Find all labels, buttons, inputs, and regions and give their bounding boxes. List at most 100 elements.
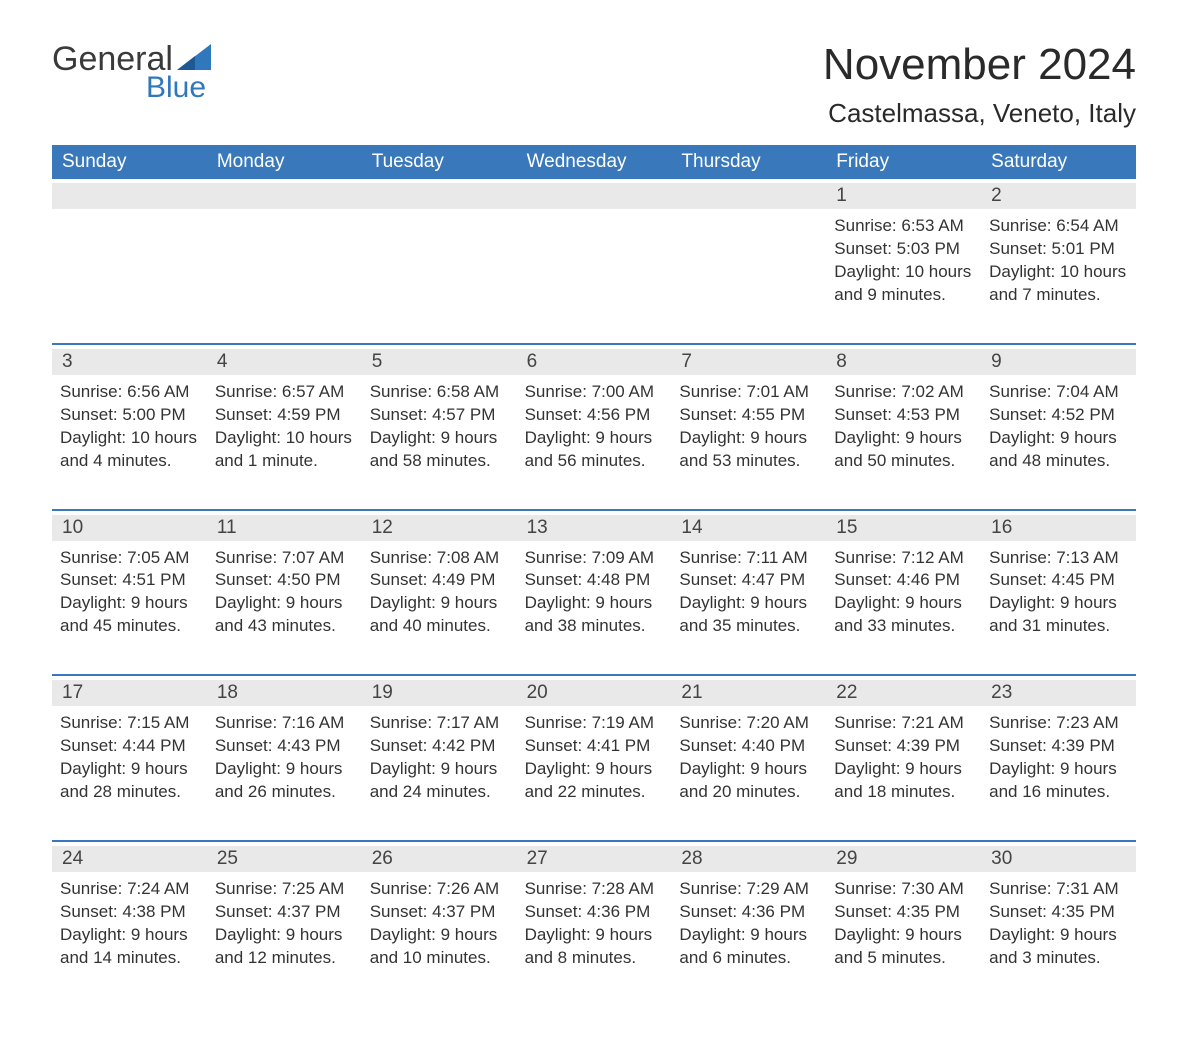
day-number: 23 [981,680,1136,706]
day-number: 5 [362,349,517,375]
daylight-line: and 1 minute. [215,450,354,473]
calendar-cell: 5Sunrise: 6:58 AMSunset: 4:57 PMDaylight… [362,345,517,483]
location-subtitle: Castelmassa, Veneto, Italy [823,98,1136,129]
daylight-line: Daylight: 9 hours [679,427,818,450]
logo-block: General Blue [52,40,211,105]
daylight-line: and 24 minutes. [370,781,509,804]
day-number: 1 [826,183,981,209]
sunset-line: Sunset: 4:38 PM [60,901,199,924]
daylight-line: Daylight: 9 hours [834,758,973,781]
day-number: 2 [981,183,1136,209]
daylight-line: Daylight: 9 hours [989,427,1128,450]
sunset-line: Sunset: 4:46 PM [834,569,973,592]
calendar-cell: 24 Sunrise: 7:24 AMSunset: 4:38 PMDayligh… [52,842,207,980]
calendar-cell [362,179,517,317]
calendar-cell: 28Sunrise: 7:29 AMSunset: 4:36 PMDayligh… [671,842,826,980]
sunset-line: Sunset: 4:57 PM [370,404,509,427]
day-number: 22 [826,680,981,706]
sunset-line: Sunset: 4:53 PM [834,404,973,427]
daylight-line: and 4 minutes. [60,450,199,473]
daylight-line: Daylight: 9 hours [989,758,1128,781]
daylight-line: and 53 minutes. [679,450,818,473]
sunrise-line: Sunrise: 7:29 AM [679,878,818,901]
dayname-thursday: Thursday [671,145,826,179]
calendar-cell: 30Sunrise: 7:31 AMSunset: 4:35 PMDayligh… [981,842,1136,980]
daylight-line: and 26 minutes. [215,781,354,804]
sunset-line: Sunset: 4:44 PM [60,735,199,758]
dayname-saturday: Saturday [981,145,1136,179]
calendar-cell: 19Sunrise: 7:17 AMSunset: 4:42 PMDayligh… [362,676,517,814]
day-number [207,183,362,209]
calendar-cell: 21Sunrise: 7:20 AMSunset: 4:40 PMDayligh… [671,676,826,814]
sunrise-line: Sunrise: 7:02 AM [834,381,973,404]
daylight-line: and 38 minutes. [525,615,664,638]
sunrise-line: Sunrise: 7:26 AM [370,878,509,901]
calendar-cell: 15Sunrise: 7:12 AMSunset: 4:46 PMDayligh… [826,511,981,649]
sunrise-line: Sunrise: 7:25 AM [215,878,354,901]
daylight-line: Daylight: 9 hours [679,758,818,781]
day-number [671,183,826,209]
daylight-line: Daylight: 9 hours [60,924,199,947]
calendar-cell: 18Sunrise: 7:16 AMSunset: 4:43 PMDayligh… [207,676,362,814]
day-number: 20 [517,680,672,706]
daylight-line: Daylight: 9 hours [834,427,973,450]
daylight-line: and 9 minutes. [834,284,973,307]
day-number: 26 [362,846,517,872]
calendar-page: General Blue November 2024 Castelmassa, … [0,0,1188,1040]
sunrise-line: Sunrise: 7:01 AM [679,381,818,404]
daylight-line: Daylight: 9 hours [215,924,354,947]
daylight-line: and 10 minutes. [370,947,509,970]
sunrise-line: Sunrise: 7:23 AM [989,712,1128,735]
sunset-line: Sunset: 4:36 PM [679,901,818,924]
sunrise-line: Sunrise: 7:24 AM [60,878,199,901]
day-number: 6 [517,349,672,375]
daylight-line: Daylight: 9 hours [60,758,199,781]
day-number: 8 [826,349,981,375]
daylight-line: and 58 minutes. [370,450,509,473]
sunset-line: Sunset: 4:39 PM [834,735,973,758]
sunset-line: Sunset: 4:49 PM [370,569,509,592]
daylight-line: and 40 minutes. [370,615,509,638]
sunrise-line: Sunrise: 7:15 AM [60,712,199,735]
daylight-line: and 8 minutes. [525,947,664,970]
daylight-line: Daylight: 10 hours [60,427,199,450]
calendar-cell: 9Sunrise: 7:04 AMSunset: 4:52 PMDaylight… [981,345,1136,483]
day-number: 17 [52,680,207,706]
daylight-line: Daylight: 9 hours [215,592,354,615]
day-number: 10 [52,515,207,541]
sunset-line: Sunset: 5:01 PM [989,238,1128,261]
daylight-line: and 31 minutes. [989,615,1128,638]
header-row: General Blue November 2024 Castelmassa, … [52,40,1136,141]
daylight-line: Daylight: 10 hours [989,261,1128,284]
sunrise-line: Sunrise: 7:20 AM [679,712,818,735]
day-number: 3 [52,349,207,375]
calendar-week: 24Sunrise: 7:24 AMSunset: 4:38 PMDayligh… [52,840,1136,980]
calendar-cell: 25Sunrise: 7:25 AMSunset: 4:37 PMDayligh… [207,842,362,980]
calendar-week: 1Sunrise: 6:53 AMSunset: 5:03 PMDaylight… [52,179,1136,317]
daylight-line: and 45 minutes. [60,615,199,638]
sunrise-line: Sunrise: 7:19 AM [525,712,664,735]
sunrise-line: Sunrise: 7:11 AM [679,547,818,570]
daylight-line: Daylight: 9 hours [525,924,664,947]
sunset-line: Sunset: 4:37 PM [370,901,509,924]
sunset-line: Sunset: 4:36 PM [525,901,664,924]
day-number: 30 [981,846,1136,872]
sunset-line: Sunset: 4:51 PM [60,569,199,592]
day-number: 24 [52,846,207,872]
day-number: 29 [826,846,981,872]
daylight-line: and 3 minutes. [989,947,1128,970]
sunrise-line: Sunrise: 7:04 AM [989,381,1128,404]
daylight-line: Daylight: 10 hours [834,261,973,284]
daylight-line: Daylight: 9 hours [60,592,199,615]
calendar-week: 17Sunrise: 7:15 AMSunset: 4:44 PMDayligh… [52,674,1136,814]
calendar-cell: 3Sunrise: 6:56 AMSunset: 5:00 PMDaylight… [52,345,207,483]
sunset-line: Sunset: 4:35 PM [989,901,1128,924]
calendar-cell: 1Sunrise: 6:53 AMSunset: 5:03 PMDaylight… [826,179,981,317]
calendar-cell: 13Sunrise: 7:09 AMSunset: 4:48 PMDayligh… [517,511,672,649]
calendar-grid: Sunday Monday Tuesday Wednesday Thursday… [52,145,1136,980]
daylight-line: Daylight: 9 hours [989,924,1128,947]
sunrise-line: Sunrise: 6:58 AM [370,381,509,404]
calendar-cell: 4Sunrise: 6:57 AMSunset: 4:59 PMDaylight… [207,345,362,483]
day-number: 11 [207,515,362,541]
day-number: 14 [671,515,826,541]
